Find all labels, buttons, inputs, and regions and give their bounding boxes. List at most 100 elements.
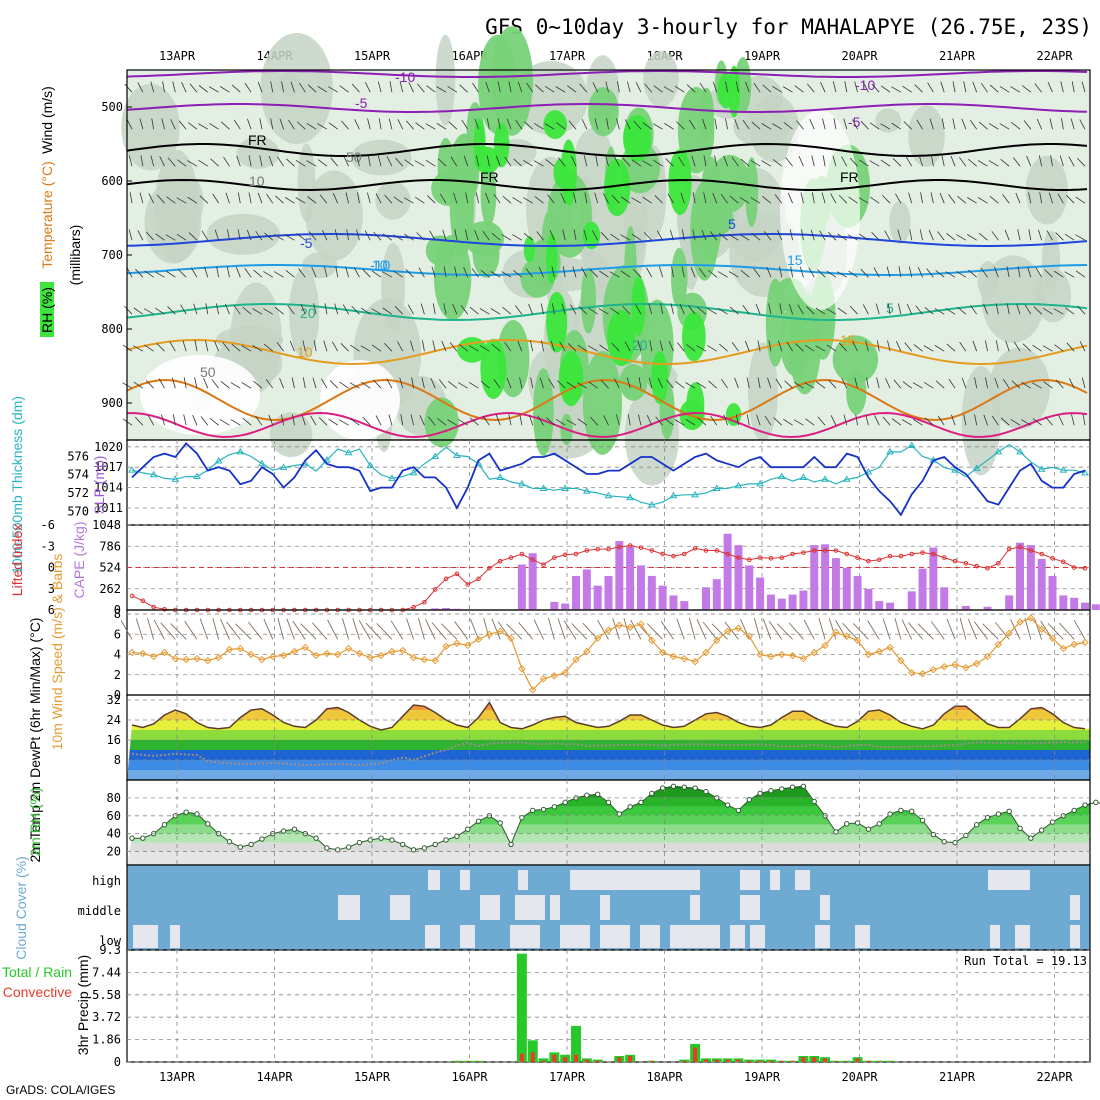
cape-bar (1070, 597, 1079, 610)
rh-contour-fill (474, 146, 501, 174)
wind-barb (545, 159, 555, 167)
lifted-index-point (931, 551, 936, 557)
wind-barb (405, 269, 414, 278)
wind-barb (843, 118, 848, 130)
precip-convective-bar (758, 1060, 763, 1062)
wind-barb (648, 377, 653, 389)
wind-barb (482, 231, 490, 241)
temp-band (127, 730, 1090, 740)
wind-barb (399, 377, 404, 389)
wind-barb (313, 303, 317, 315)
wind-barb (902, 381, 912, 389)
wind-barb (506, 623, 523, 640)
thickness-point (777, 472, 786, 480)
lifted-index-point (487, 565, 492, 571)
wind-barb (252, 345, 263, 352)
wind-barb (373, 379, 382, 389)
lifted-index-point (411, 604, 416, 610)
cape-bar (658, 585, 667, 610)
wind-barb (974, 414, 978, 426)
wind-speed-point (1048, 634, 1057, 643)
wind-barb (600, 231, 609, 241)
wind-barb (643, 232, 653, 241)
wind-barb (819, 230, 826, 241)
wind-barb (523, 160, 533, 167)
wind-barb (339, 85, 349, 93)
wind-speed-point (247, 650, 255, 659)
wind-barb (1049, 118, 1053, 130)
wind-barb (227, 229, 230, 241)
lifted-index-point (790, 551, 795, 557)
wind-barb (589, 269, 598, 278)
wind-barb (1024, 304, 1032, 315)
wind-barb (276, 342, 284, 352)
wind-barb (963, 414, 967, 426)
wind-barb (497, 118, 501, 130)
wind-speed-point (539, 675, 548, 683)
lifted-index-point (811, 548, 817, 553)
wind-speed-point (691, 657, 699, 666)
wind-barb (375, 193, 382, 204)
cloud-block (632, 870, 700, 890)
wind-barb (577, 418, 588, 426)
wind-barb (469, 306, 479, 315)
wind-speed-point (583, 647, 591, 656)
thickness-tick-label: 574 (67, 468, 89, 482)
rh-contour-fill (588, 87, 619, 137)
wind-barb (573, 192, 577, 204)
wind-speed-point (1070, 640, 1078, 649)
wind-barb (296, 121, 306, 130)
wind-barb (1021, 85, 1032, 93)
dewpoint-line (131, 740, 1085, 767)
wind-barb (735, 414, 739, 426)
wind-barb (805, 418, 815, 426)
wind-barb (480, 380, 490, 389)
wind-speed-point (648, 636, 656, 645)
wind-barb (875, 303, 880, 315)
wind-barb (447, 419, 458, 426)
wind-barb (839, 342, 848, 352)
wind-barb (663, 86, 674, 93)
wind-barb (841, 378, 848, 389)
wind-barb (935, 380, 945, 389)
thickness-point (1059, 466, 1068, 473)
bottom-date-label: 15APR (354, 1070, 391, 1084)
lifted-index-point (530, 557, 535, 563)
wind-barb (410, 414, 414, 426)
precip-convective-bar (628, 1055, 633, 1062)
wind-barb (797, 304, 804, 315)
wind-barb (887, 340, 891, 352)
rh2m-point (259, 836, 265, 842)
cloud-level-label: middle (78, 904, 121, 918)
wind-barb (214, 340, 220, 352)
wind-barb (1021, 381, 1032, 389)
wind-barb (837, 271, 847, 278)
wind-barb (678, 156, 685, 167)
wind-barb (676, 121, 685, 130)
wind-barb (146, 231, 154, 241)
wind-barb (849, 157, 858, 167)
wind-barb (568, 120, 577, 130)
wind-barb (1033, 306, 1042, 315)
rh-band (127, 842, 1090, 852)
cape-bar (1059, 595, 1068, 610)
wind-barb (544, 123, 555, 130)
wind-barb (768, 340, 772, 352)
lifted-index-point (129, 593, 135, 599)
wind-barb (135, 618, 144, 640)
wind-barb (1016, 303, 1021, 315)
wind-speed-point (366, 653, 374, 662)
wind-speed-point (810, 648, 818, 657)
wind-barb (603, 415, 609, 426)
bottom-date-label: 14APR (256, 1070, 293, 1084)
wind-barb (519, 377, 523, 389)
lifted-index-point (552, 555, 557, 560)
wind-speed-point (1059, 644, 1068, 653)
wind-speed-point (1027, 614, 1035, 622)
wind-barb (1060, 81, 1064, 93)
cape-bar (528, 553, 537, 610)
wind-barb (566, 419, 577, 426)
wind-barb (637, 340, 642, 352)
rh2m-point (941, 839, 947, 845)
cape-bar (886, 602, 895, 610)
